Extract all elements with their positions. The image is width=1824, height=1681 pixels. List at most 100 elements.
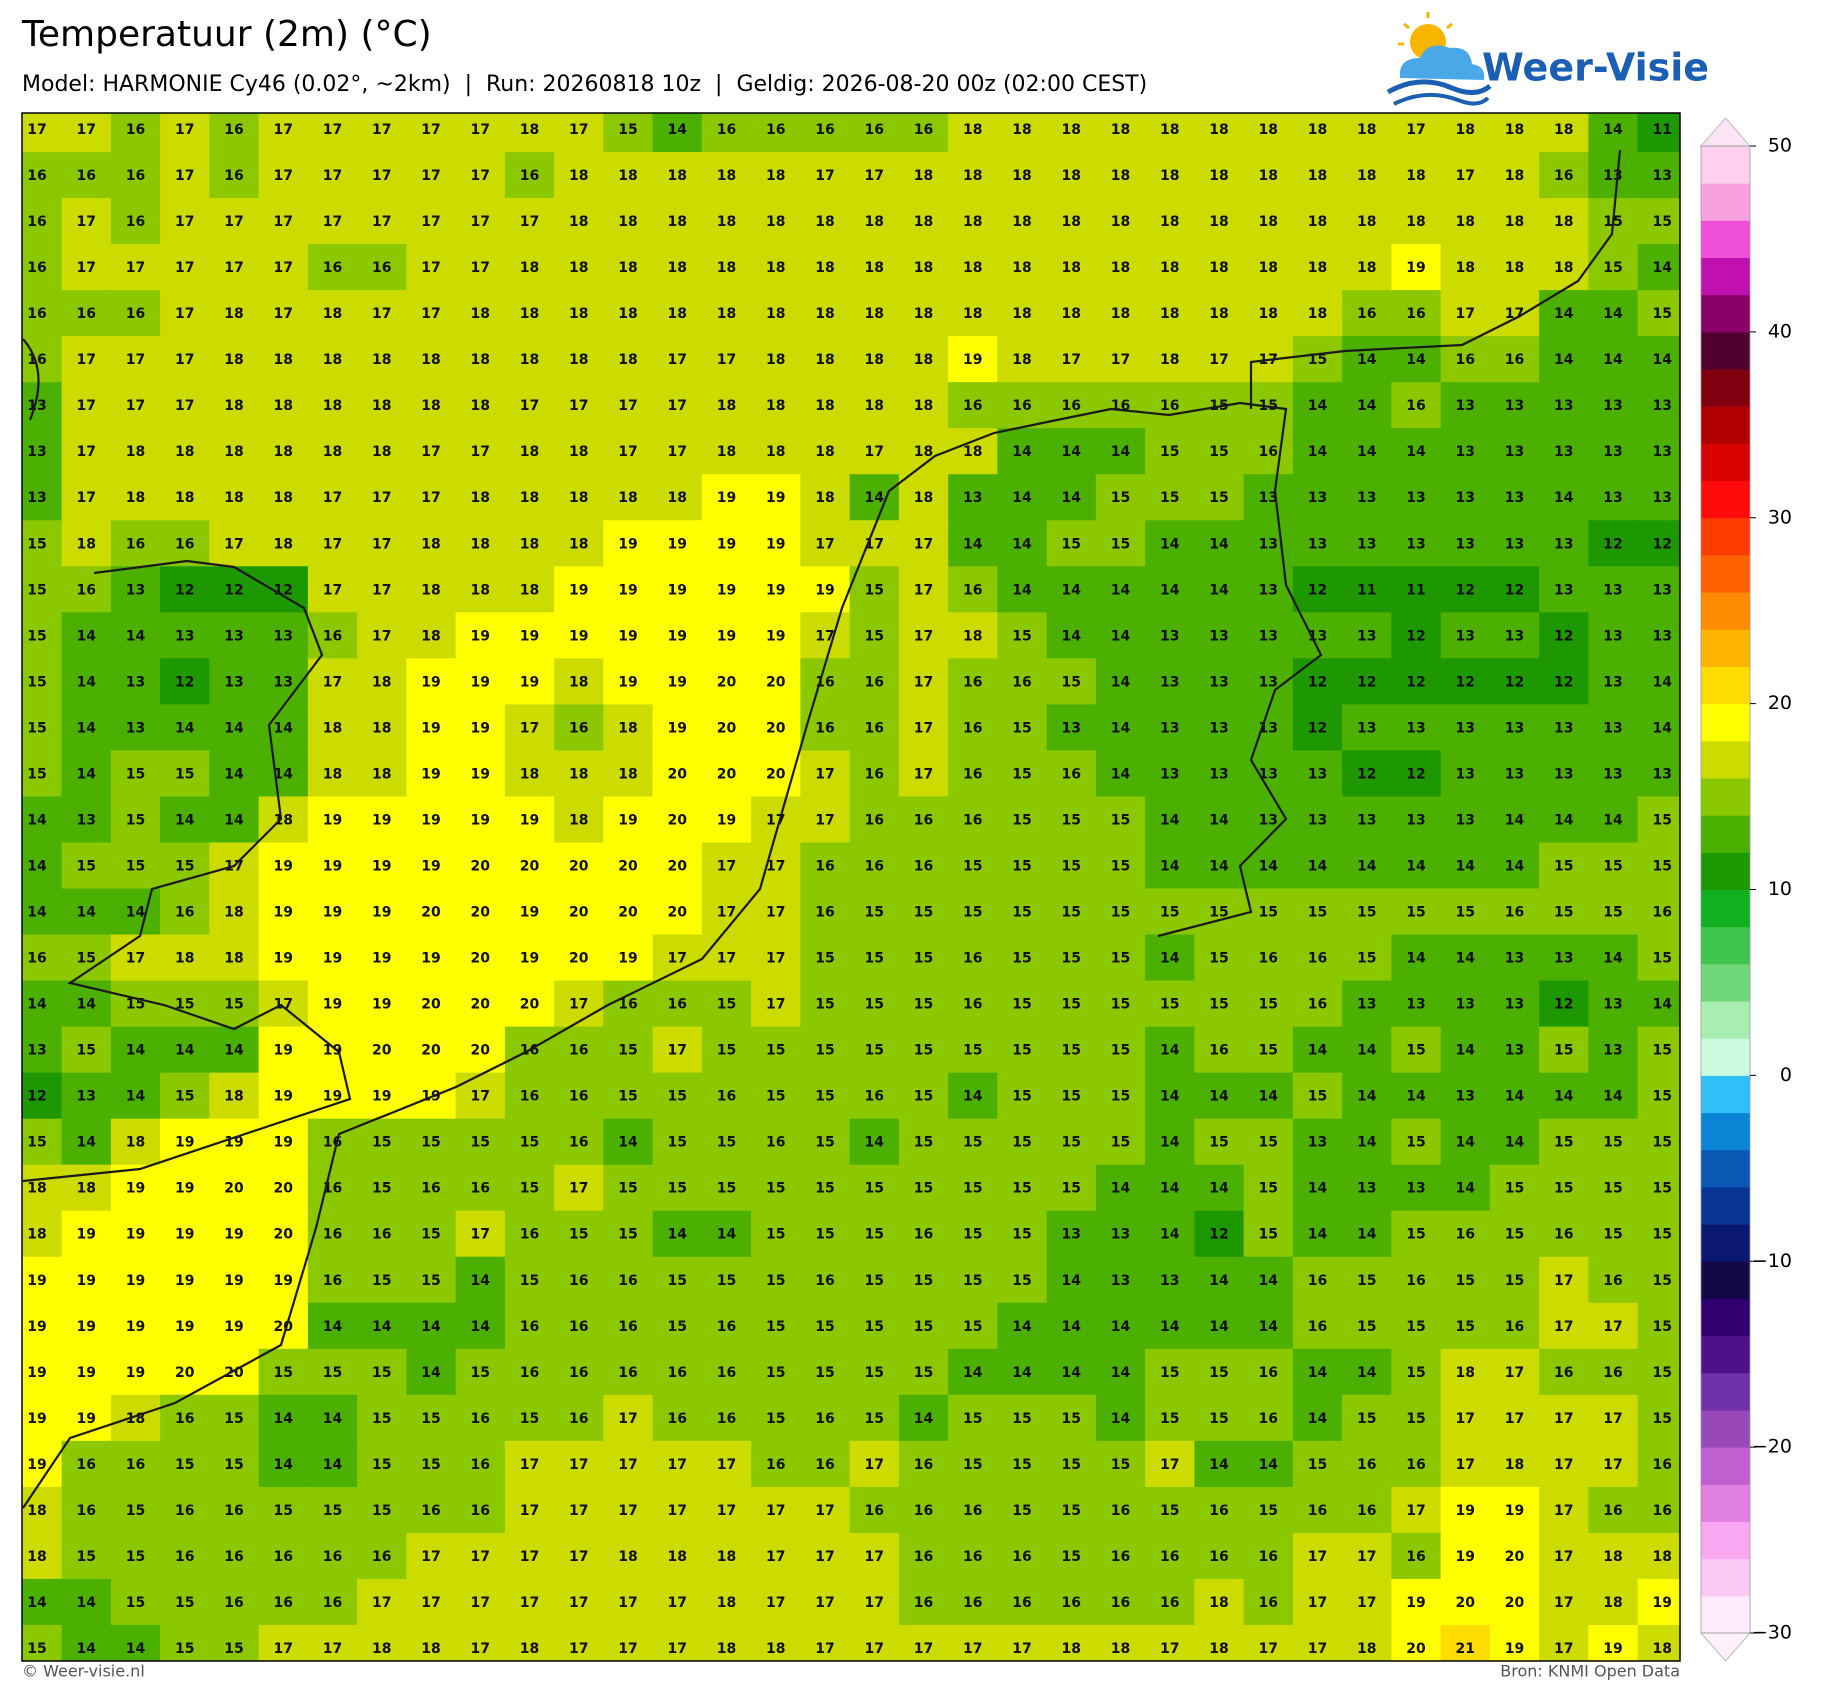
temperature-cell: [258, 198, 309, 245]
temperature-label: 15: [618, 1227, 637, 1243]
temperature-cell: [652, 888, 703, 936]
temperature-cell: [1440, 382, 1491, 429]
temperature-label: 18: [1062, 1641, 1081, 1657]
temperature-label: 14: [668, 122, 688, 138]
temperature-label: 16: [1259, 1365, 1278, 1381]
temperature-cell: [1489, 658, 1540, 705]
temperature-label: 16: [323, 1595, 342, 1611]
temperature-cell: [1342, 520, 1392, 567]
temperature-label: 18: [569, 812, 588, 828]
temperature-cell: [110, 198, 161, 245]
temperature-cell: [800, 612, 851, 659]
temperature-label: 18: [471, 398, 490, 414]
temperature-label: 17: [372, 490, 391, 506]
temperature-cell: [1637, 474, 1680, 521]
temperature-cell: [603, 934, 654, 982]
temperature-label: 17: [914, 1641, 933, 1657]
temperature-cell: [800, 382, 851, 429]
temperature-label: 13: [1603, 490, 1622, 506]
temperature-cell: [1095, 290, 1146, 337]
temperature-cell: [1145, 336, 1195, 383]
temperature-label: 15: [1160, 997, 1179, 1013]
temperature-label: 17: [569, 1503, 588, 1519]
temperature-cell: [1489, 612, 1540, 659]
temperature-cell: [800, 428, 851, 475]
temperature-label: 18: [963, 168, 982, 184]
map-cells: 17 17 16 17 16 17 17 17 17 17 18 17 15 14 16 16 16 16 16 18…: [22, 113, 1680, 1661]
temperature-cell: [1489, 704, 1540, 752]
temperature-label: 15: [1012, 812, 1031, 828]
temperature-label: 17: [77, 122, 96, 138]
temperature-cell: [554, 566, 604, 613]
temperature-label: 15: [175, 1595, 194, 1611]
temperature-cell: [1539, 796, 1589, 844]
temperature-cell: [701, 474, 752, 521]
temperature-cell: [1095, 336, 1146, 383]
temperature-label: 18: [865, 306, 884, 322]
colorbar-band: [1701, 1261, 1750, 1299]
temperature-label: 17: [1357, 1595, 1376, 1611]
temperature-label: 15: [1111, 997, 1130, 1013]
temperature-cell: [504, 520, 555, 567]
temperature-cell: [1194, 796, 1245, 844]
temperature-label: 13: [1209, 628, 1228, 644]
temperature-label: 14: [1308, 858, 1328, 874]
temperature-label: 13: [1357, 1181, 1376, 1197]
temperature-label: 18: [618, 766, 637, 782]
temperature-cell: [1588, 612, 1639, 659]
temperature-label: 15: [27, 536, 46, 552]
temperature-label: 14: [1111, 1365, 1131, 1381]
temperature-label: 20: [520, 997, 540, 1013]
temperature-label: 16: [717, 1319, 736, 1335]
temperature-cell: [898, 888, 949, 936]
temperature-label: 16: [865, 674, 884, 690]
temperature-cell: [1095, 934, 1146, 982]
temperature-label: 18: [27, 1549, 46, 1565]
temperature-label: 14: [1554, 812, 1574, 828]
temperature-label: 15: [372, 1135, 391, 1151]
temperature-label: 15: [421, 1227, 440, 1243]
temperature-cell: [554, 428, 604, 475]
temperature-label: 13: [1357, 490, 1376, 506]
temperature-label: 14: [1653, 997, 1673, 1013]
temperature-cell: [1145, 113, 1195, 153]
temperature-label: 15: [471, 1135, 490, 1151]
temperature-label: 15: [372, 1181, 391, 1197]
temperature-label: 16: [323, 1227, 342, 1243]
temperature-cell: [849, 428, 900, 475]
temperature-label: 18: [421, 398, 440, 414]
temperature-cell: [603, 382, 654, 429]
temperature-label: 19: [421, 951, 440, 967]
temperature-cell: [800, 704, 851, 752]
temperature-label: 17: [1554, 1641, 1573, 1657]
temperature-label: 15: [175, 1641, 194, 1657]
temperature-cell: [1292, 152, 1343, 199]
temperature-label: 18: [520, 444, 539, 460]
temperature-cell: [209, 888, 260, 936]
temperature-label: 16: [224, 1503, 243, 1519]
temperature-label: 15: [1357, 1273, 1376, 1289]
temperature-cell: [455, 336, 506, 383]
temperature-cell: [1145, 474, 1195, 521]
temperature-cell: [1637, 290, 1680, 337]
temperature-label: 20: [274, 1319, 294, 1335]
temperature-label: 17: [668, 1641, 687, 1657]
temperature-label: 17: [668, 444, 687, 460]
temperature-label: 12: [1406, 674, 1425, 690]
temperature-label: 14: [1012, 536, 1032, 552]
temperature-cell: [751, 152, 801, 199]
temperature-label: 18: [372, 720, 391, 736]
temperature-label: 16: [520, 1089, 539, 1105]
temperature-cell: [455, 428, 506, 475]
temperature-cell: [997, 520, 1048, 567]
temperature-label: 18: [1062, 122, 1081, 138]
temperature-label: 18: [668, 1549, 687, 1565]
temperature-label: 18: [77, 536, 96, 552]
temperature-label: 20: [421, 997, 441, 1013]
temperature-cell: [1145, 612, 1195, 659]
temperature-label: 17: [372, 536, 391, 552]
temperature-label: 16: [27, 168, 46, 184]
temperature-label: 13: [1259, 582, 1278, 598]
colorbar-band: [1701, 889, 1750, 928]
temperature-label: 14: [27, 997, 47, 1013]
